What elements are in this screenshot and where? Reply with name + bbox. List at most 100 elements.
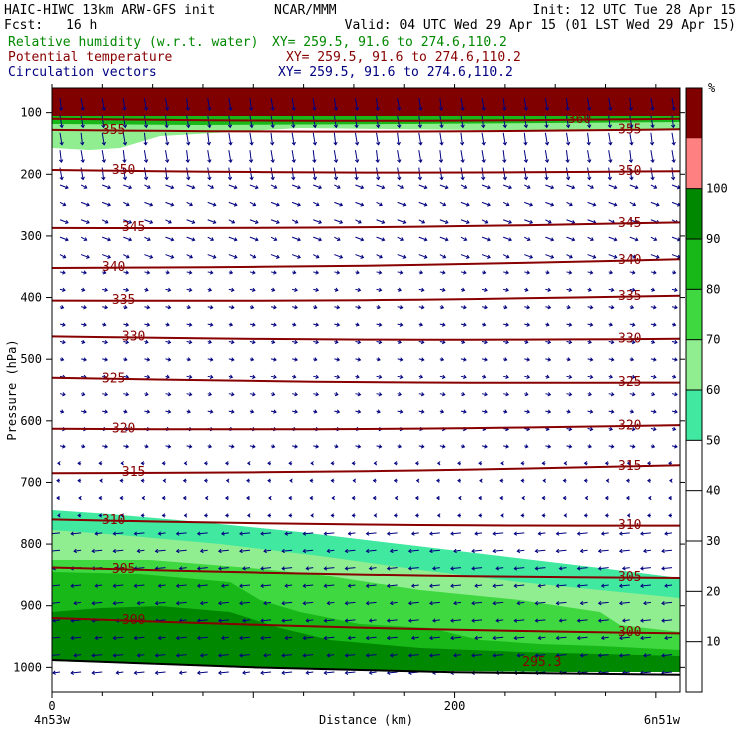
wind-vector-head [217,566,222,571]
wind-vector-head [183,513,188,518]
wind-vector-head [310,513,314,518]
wind-vector-head [267,478,271,483]
wind-vector-head [402,219,407,225]
wind-vector [270,219,280,224]
wind-vector [460,132,463,145]
wind-vector-head [62,322,66,327]
wind-vector [640,671,651,674]
wind-vector [460,236,467,241]
wind-vector-head [613,237,618,242]
wind-vector-head [281,618,285,623]
wind-vector-head [631,392,636,397]
wind-vector-head [640,566,644,571]
wind-vector-head [652,374,657,380]
theta-contour-line [52,294,680,302]
wind-vector [387,567,398,570]
wind-vector-head [484,409,488,414]
wind-vector [165,115,168,128]
wind-vector [123,254,130,258]
wind-vector-head [294,287,298,293]
wind-vector-head [647,513,651,518]
wind-vector-head [423,237,428,242]
wind-vector-head [187,409,191,414]
wind-vector-head [432,618,436,623]
wind-vector [577,636,588,639]
wind-vector-head [144,287,149,292]
wind-vector-head [474,635,478,641]
wind-vector [239,584,250,587]
wind-vector-head [368,618,373,623]
wind-vector [80,97,84,111]
wind-vector [123,219,132,224]
wind-vector [334,184,341,189]
wind-vector-head [541,513,546,518]
wind-vector-head [440,305,445,310]
wind-vector [366,654,377,657]
wind-vector [312,167,316,180]
wind-vector [577,532,588,535]
wind-vector-head [77,461,81,466]
wind-vector-head [505,287,510,293]
colorbar-swatch [686,339,702,390]
x-tick-label: 200 [444,699,466,713]
wind-vector-head [112,548,117,554]
wind-vector-head [217,670,222,675]
wind-vector-head [59,124,64,129]
theta-contour-line [52,424,680,431]
wind-vector-head [107,185,112,190]
wind-vector-head [64,185,69,190]
wind-vector-head [520,513,524,518]
wind-vector [303,532,314,535]
wind-vector [523,167,527,180]
wind-vector-head [610,305,615,310]
wind-vector [158,584,166,587]
wind-vector-head [141,495,146,501]
wind-vector-head [544,159,550,164]
wind-vector-head [270,107,275,111]
wind-vector-head [196,531,201,536]
wind-vector-head [407,653,412,658]
wind-vector-head [175,548,180,554]
wind-vector [144,236,151,241]
wind-vector [186,150,189,163]
wind-vector-head [143,159,149,164]
wind-vector [608,150,612,163]
wind-vector [186,254,193,258]
wind-vector-head [526,409,531,414]
wind-vector-head [555,653,560,658]
wind-vector [197,671,208,674]
wind-vector [366,601,377,604]
wind-vector [650,132,653,145]
wind-vector [324,671,335,674]
wind-vector-head [600,635,605,641]
wind-vector-head [563,461,568,466]
wind-vector-head [91,653,96,658]
wind-vector-head [526,374,531,380]
wind-vector [376,132,380,145]
wind-vector-head [146,322,151,327]
wind-vector-head [565,159,570,164]
colorbar-swatch [686,289,702,340]
wind-vector-head [505,374,510,380]
wind-vector-head [52,670,56,675]
wind-vector [460,219,470,224]
wind-vector [327,601,335,604]
wind-vector-head [420,444,425,449]
wind-vector-head [318,185,323,190]
wind-vector-head [326,653,331,658]
wind-vector-head [583,478,588,483]
wind-vector [524,184,531,189]
wind-vector-head [123,357,128,362]
wind-vector-head [242,566,246,571]
wind-vector [333,132,337,145]
wind-vector-head [81,444,86,449]
wind-vector [345,601,356,604]
wind-vector-head [157,583,162,588]
wind-vector-head [62,444,66,449]
wind-vector [629,201,636,206]
wind-vector-head [600,531,605,536]
wind-vector-head [313,409,318,414]
wind-vector-head [101,124,106,129]
wind-vector [186,167,190,180]
wind-vector-head [251,392,256,397]
